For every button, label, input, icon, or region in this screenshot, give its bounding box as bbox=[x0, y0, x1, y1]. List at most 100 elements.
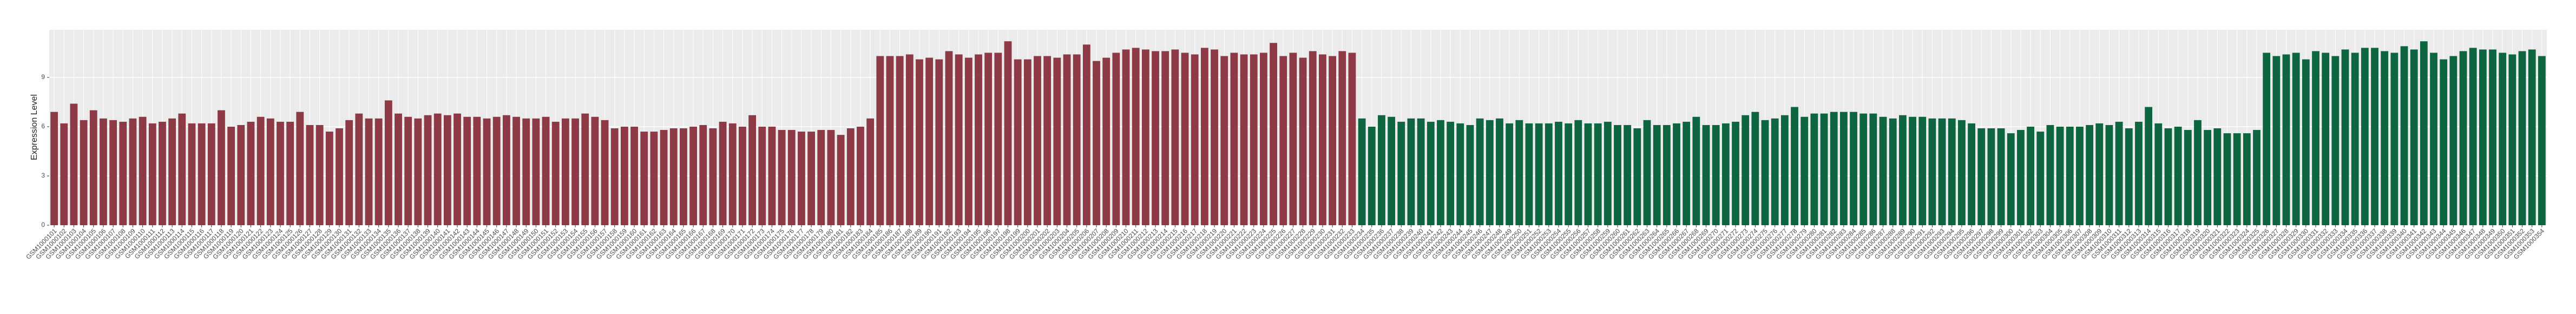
bar bbox=[748, 115, 757, 225]
bar bbox=[2125, 128, 2133, 225]
bar bbox=[395, 113, 402, 225]
bar bbox=[1800, 116, 1809, 225]
bar bbox=[1712, 125, 1720, 225]
y-tick-label: 3 bbox=[41, 172, 45, 179]
bar bbox=[384, 100, 392, 225]
bar bbox=[787, 130, 796, 225]
bar bbox=[1466, 125, 1474, 225]
bar bbox=[2204, 130, 2212, 225]
bar bbox=[89, 110, 97, 225]
bar bbox=[2390, 53, 2398, 226]
bar bbox=[1063, 54, 1071, 225]
bar bbox=[2499, 53, 2507, 226]
bar bbox=[2302, 59, 2310, 225]
bar bbox=[2263, 53, 2271, 226]
bar bbox=[1309, 51, 1317, 225]
bar bbox=[2351, 53, 2359, 226]
bar bbox=[2253, 130, 2260, 225]
bar bbox=[994, 53, 1002, 226]
bar bbox=[1407, 118, 1415, 225]
bar bbox=[1043, 56, 1052, 226]
bar bbox=[1839, 112, 1848, 225]
bar bbox=[1437, 120, 1444, 225]
bar bbox=[1171, 49, 1179, 226]
bar bbox=[218, 110, 225, 225]
bar bbox=[975, 54, 982, 225]
bar bbox=[1230, 53, 1238, 226]
bar bbox=[2154, 123, 2163, 225]
bar bbox=[1348, 53, 1356, 226]
bar bbox=[886, 56, 894, 226]
bar bbox=[1329, 56, 1336, 226]
bar bbox=[100, 118, 107, 225]
bar bbox=[1830, 112, 1838, 225]
bar bbox=[1899, 115, 1907, 225]
bar bbox=[876, 56, 884, 226]
bar bbox=[2213, 128, 2222, 225]
bar bbox=[699, 125, 707, 225]
bar bbox=[798, 132, 805, 225]
bar bbox=[1968, 123, 1976, 225]
bar bbox=[1584, 123, 1592, 225]
bar bbox=[336, 128, 343, 225]
bar bbox=[719, 121, 727, 225]
bar bbox=[433, 113, 442, 225]
bar bbox=[728, 123, 737, 225]
bar bbox=[1496, 118, 1503, 225]
bar bbox=[1181, 53, 1189, 226]
bar bbox=[846, 128, 855, 225]
bar bbox=[1378, 115, 1385, 225]
bar bbox=[2086, 125, 2094, 225]
bar bbox=[1132, 48, 1140, 225]
bar bbox=[1388, 116, 1396, 225]
bar bbox=[1732, 121, 1739, 225]
bar bbox=[2184, 130, 2192, 225]
bar bbox=[129, 118, 137, 225]
bar bbox=[119, 121, 127, 225]
bar bbox=[1319, 54, 1326, 225]
bar bbox=[1555, 121, 1562, 225]
bar bbox=[1279, 56, 1287, 226]
bar bbox=[1338, 51, 1346, 225]
bar bbox=[1299, 57, 1307, 226]
bar bbox=[1447, 121, 1455, 225]
bar bbox=[1997, 128, 2005, 225]
bar bbox=[857, 126, 864, 225]
bar bbox=[1702, 125, 1710, 225]
bar bbox=[2223, 133, 2231, 225]
bar bbox=[2076, 126, 2084, 225]
bar bbox=[2361, 48, 2369, 225]
bar bbox=[139, 116, 147, 225]
bar bbox=[601, 120, 609, 225]
bar bbox=[1653, 125, 1661, 225]
bar bbox=[1909, 116, 1916, 225]
bar bbox=[1368, 126, 1376, 225]
bar bbox=[2430, 53, 2437, 226]
bar bbox=[2233, 133, 2241, 225]
bar bbox=[630, 126, 638, 225]
bar bbox=[2440, 59, 2448, 225]
bar bbox=[178, 113, 186, 225]
bar bbox=[1358, 118, 1366, 225]
bar bbox=[2056, 126, 2064, 225]
bar bbox=[188, 123, 196, 225]
bar bbox=[1112, 53, 1120, 226]
bar bbox=[207, 123, 215, 225]
bar bbox=[1456, 123, 1464, 225]
bar bbox=[827, 130, 835, 225]
bar bbox=[2272, 56, 2281, 226]
bar bbox=[2312, 51, 2319, 225]
bar bbox=[1771, 118, 1779, 225]
bar bbox=[620, 126, 628, 225]
bar bbox=[542, 116, 550, 225]
bar bbox=[1958, 120, 1966, 225]
bar bbox=[1211, 49, 1218, 226]
bar bbox=[561, 118, 569, 225]
bar bbox=[2489, 49, 2496, 226]
y-tick-label: 9 bbox=[41, 73, 45, 81]
bar bbox=[551, 121, 560, 225]
bar bbox=[1574, 120, 1582, 225]
bar bbox=[1535, 123, 1543, 225]
bar bbox=[2410, 49, 2418, 226]
